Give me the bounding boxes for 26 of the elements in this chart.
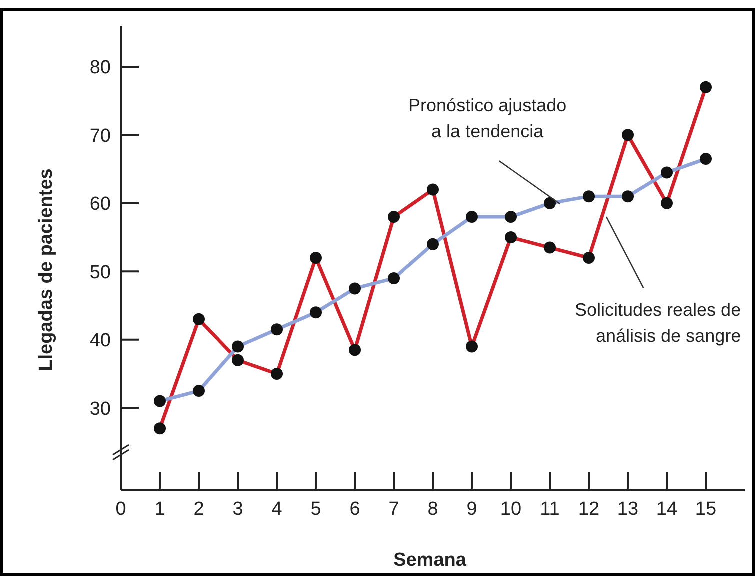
- x-tick-label: 13: [617, 499, 639, 520]
- x-tick-label: 15: [695, 499, 717, 520]
- x-tick-label: 3: [232, 499, 244, 520]
- text: Pronóstico ajustado a la tendencia: [408, 95, 567, 142]
- y-tick-label: 30: [90, 398, 111, 420]
- x-tick-label: 8: [428, 499, 438, 520]
- x-tick-label: 11: [540, 499, 560, 520]
- x-tick-label: 9: [466, 499, 478, 520]
- y-tick-label: 40: [90, 330, 111, 352]
- x-tick-label: 5: [310, 499, 322, 520]
- x-axis-title: Semana: [394, 550, 467, 571]
- text: Solicitudes reales de análisis de sangre: [574, 300, 742, 346]
- x-tick-label: 7: [388, 499, 400, 520]
- x-tick-label: 2: [194, 499, 204, 520]
- x-tick-label: 12: [578, 499, 600, 520]
- y-tick-label: 50: [90, 262, 111, 284]
- y-tick-label: 70: [90, 126, 111, 147]
- x-tick-label: 14: [656, 499, 678, 520]
- x-tick-label: 0: [116, 499, 126, 520]
- y-tick-label: 80: [90, 58, 111, 79]
- y-tick-label: 60: [90, 194, 111, 216]
- y-axis-title: Llegadas de pacientes: [36, 168, 57, 372]
- x-tick-label: 1: [154, 499, 166, 520]
- x-tick-label: 4: [272, 499, 283, 520]
- x-tick-label: 6: [350, 499, 360, 520]
- x-tick-label: 10: [500, 499, 522, 520]
